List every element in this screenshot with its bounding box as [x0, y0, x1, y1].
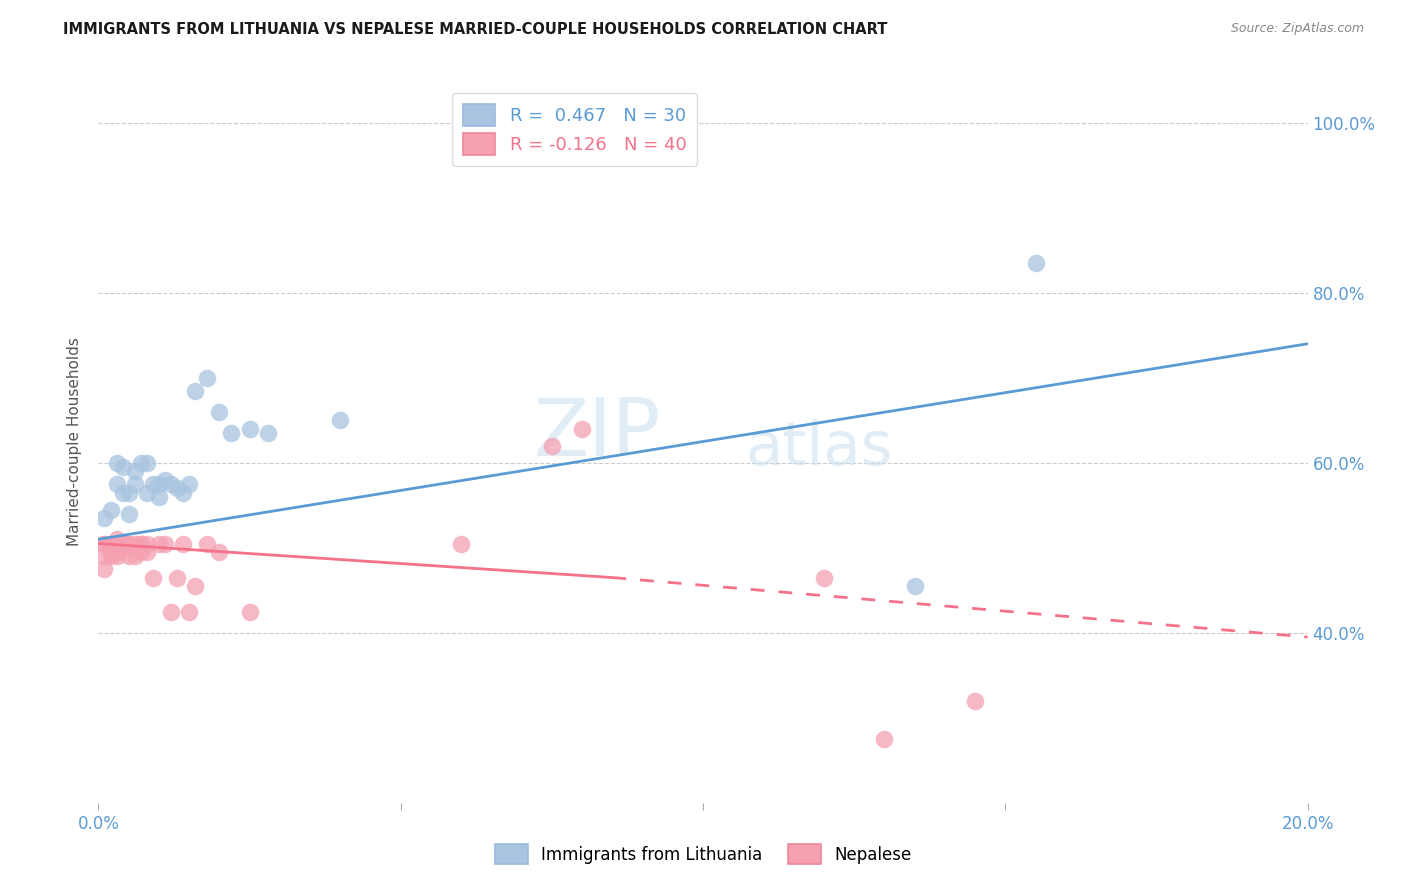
Point	[93, 511, 115, 525]
Point	[100, 545, 122, 559]
Point	[135, 536, 157, 550]
Point	[160, 477, 183, 491]
Point	[105, 477, 128, 491]
Point	[111, 460, 134, 475]
Point	[124, 464, 146, 478]
Point	[124, 549, 146, 564]
Point	[172, 485, 194, 500]
Point	[135, 545, 157, 559]
Point	[208, 545, 231, 559]
Point	[813, 570, 835, 584]
Text: IMMIGRANTS FROM LITHUANIA VS NEPALESE MARRIED-COUPLE HOUSEHOLDS CORRELATION CHAR: IMMIGRANTS FROM LITHUANIA VS NEPALESE MA…	[63, 22, 887, 37]
Point	[195, 371, 218, 385]
Point	[135, 456, 157, 470]
Point	[105, 533, 128, 547]
Point	[100, 536, 122, 550]
Point	[111, 485, 134, 500]
Point	[166, 570, 188, 584]
Point	[118, 536, 141, 550]
Point	[142, 570, 165, 584]
Point	[118, 549, 141, 564]
Point	[184, 579, 207, 593]
Point	[129, 536, 152, 550]
Y-axis label: Married-couple Households: Married-couple Households	[67, 337, 83, 546]
Text: Source: ZipAtlas.com: Source: ZipAtlas.com	[1230, 22, 1364, 36]
Point	[153, 536, 176, 550]
Point	[450, 536, 472, 550]
Point	[100, 502, 122, 516]
Point	[221, 425, 243, 440]
Point	[904, 579, 927, 593]
Point	[111, 541, 134, 555]
Text: atlas: atlas	[745, 419, 893, 478]
Legend: R =  0.467   N = 30, R = -0.126   N = 40: R = 0.467 N = 30, R = -0.126 N = 40	[453, 93, 697, 166]
Point	[179, 605, 201, 619]
Point	[571, 422, 593, 436]
Point	[965, 694, 987, 708]
Point	[148, 490, 170, 504]
Point	[111, 536, 134, 550]
Point	[124, 477, 146, 491]
Point	[148, 477, 170, 491]
Point	[129, 536, 152, 550]
Point	[160, 605, 183, 619]
Point	[239, 422, 262, 436]
Point	[179, 477, 201, 491]
Point	[135, 485, 157, 500]
Point	[172, 536, 194, 550]
Point	[93, 536, 115, 550]
Point	[540, 439, 562, 453]
Point	[166, 481, 188, 495]
Point	[100, 549, 122, 564]
Point	[118, 485, 141, 500]
Point	[93, 549, 115, 564]
Point	[105, 456, 128, 470]
Point	[100, 536, 122, 550]
Point	[153, 473, 176, 487]
Point	[184, 384, 207, 398]
Point	[256, 425, 278, 440]
Point	[118, 536, 141, 550]
Point	[105, 549, 128, 564]
Point	[105, 545, 128, 559]
Point	[329, 413, 352, 427]
Point	[873, 732, 896, 747]
Point	[195, 536, 218, 550]
Legend: Immigrants from Lithuania, Nepalese: Immigrants from Lithuania, Nepalese	[488, 838, 918, 871]
Point	[148, 536, 170, 550]
Point	[142, 477, 165, 491]
Point	[129, 545, 152, 559]
Point	[239, 605, 262, 619]
Point	[1024, 256, 1046, 270]
Point	[208, 405, 231, 419]
Point	[129, 456, 152, 470]
Point	[118, 507, 141, 521]
Point	[93, 536, 115, 550]
Text: ZIP: ZIP	[533, 395, 661, 474]
Point	[93, 562, 115, 576]
Point	[124, 536, 146, 550]
